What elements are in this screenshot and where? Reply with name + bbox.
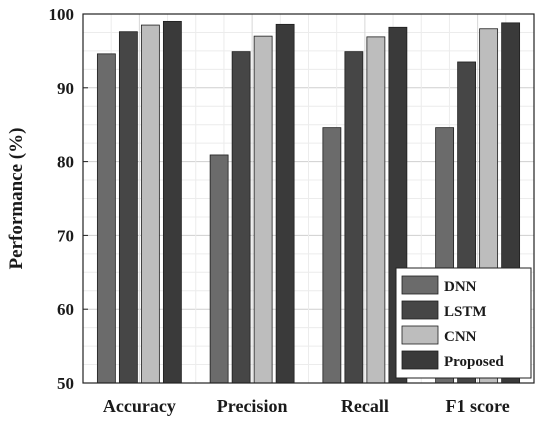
plot-frame — [82, 13, 535, 384]
x-tick-label: F1 score — [446, 396, 510, 416]
bar-lstm-precision — [231, 51, 251, 384]
legend-label: DNN — [444, 279, 477, 295]
y-tick-label: 90 — [57, 79, 74, 98]
bar-dnn-accuracy — [96, 53, 116, 384]
legend-swatch — [401, 300, 439, 320]
y-tick-label: 70 — [57, 226, 74, 245]
bar-dnn-recall — [322, 127, 342, 384]
x-axis-ticks: Accuracy Precision Recall F1 score — [103, 396, 510, 416]
bar-cnn-accuracy — [140, 24, 160, 384]
x-tick-label: Precision — [217, 396, 288, 416]
legend-swatch — [401, 325, 439, 345]
y-tick-label: 80 — [57, 153, 74, 172]
bar-cnn-recall — [366, 36, 386, 384]
legend-label: Proposed — [444, 354, 504, 370]
bar-lstm-recall — [344, 51, 364, 384]
bar-lstm-accuracy — [118, 31, 138, 384]
y-tick-label: 50 — [57, 374, 74, 393]
legend: DNN LSTM CNN Proposed — [395, 267, 532, 379]
bar-cnn-precision — [253, 35, 273, 384]
y-axis-label: Performance (%) — [6, 128, 27, 270]
bar-proposed-precision — [275, 23, 295, 384]
x-tick-label: Recall — [341, 396, 389, 416]
y-tick-label: 60 — [57, 300, 74, 319]
y-tick-label: 100 — [49, 5, 75, 24]
legend-label: CNN — [444, 329, 477, 345]
y-axis-ticks: 50 60 70 80 90 100 — [49, 5, 88, 393]
legend-label: LSTM — [444, 304, 487, 320]
x-tick-label: Accuracy — [103, 396, 176, 416]
legend-swatch — [401, 350, 439, 370]
bar-dnn-precision — [209, 154, 229, 384]
legend-swatch — [401, 275, 439, 295]
bar-proposed-accuracy — [162, 20, 182, 384]
